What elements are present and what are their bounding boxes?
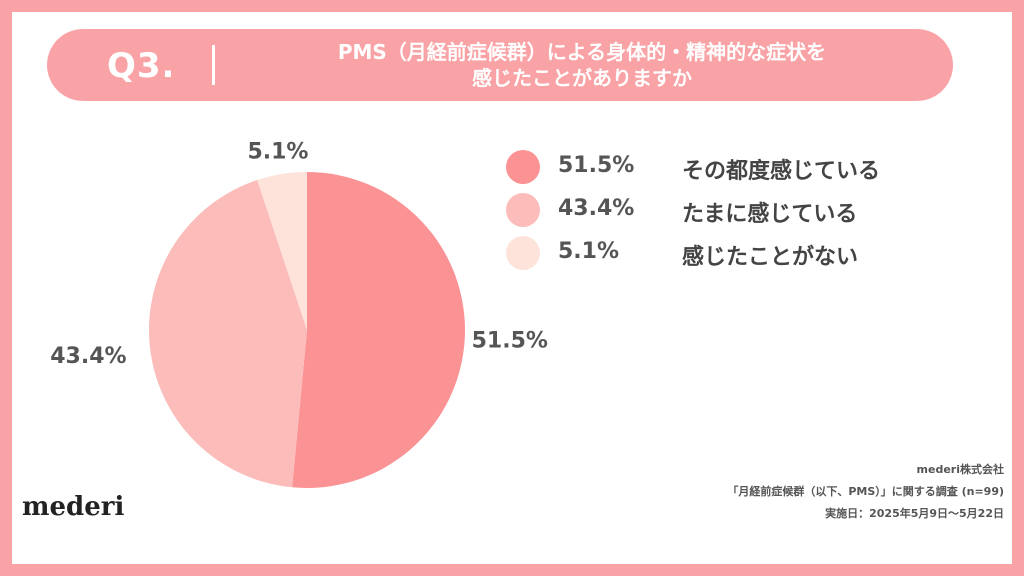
question-number: Q3. [107,46,176,86]
question-text: PMS（月経前症候群）による身体的・精神的な症状を 感じたことがありますか [237,39,927,91]
legend-percent: 5.1% [558,239,620,264]
survey-footer: mederi株式会社 「月経前症候群（以下、PMS）」に関する調査 (n=99)… [727,459,1004,525]
pie-slice-label: 5.1% [247,139,308,164]
legend-item: 43.4% たまに感じている [506,189,926,229]
legend-percent: 43.4% [558,196,635,221]
legend-item: 51.5% その都度感じている [506,146,926,186]
question-divider [212,45,215,85]
legend-swatch [506,193,540,227]
question-banner: Q3. PMS（月経前症候群）による身体的・精神的な症状を 感じたことがあります… [47,29,953,101]
pie-slice [292,172,466,489]
legend-label: 感じたことがない [682,245,859,270]
legend-swatch [506,236,540,270]
legend-swatch [506,150,540,184]
pie-slice [257,172,307,330]
legend-item: 5.1% 感じたことがない [506,232,926,272]
mederi-logo: mederi [22,492,125,522]
pie-slice-label: 51.5% [472,329,548,354]
pie-slice [148,180,307,488]
pie-slice-label: 43.4% [50,344,126,369]
legend-label: たまに感じている [682,202,858,227]
question-line-2: 感じたことがありますか [472,66,692,90]
company-name: mederi株式会社 [916,463,1004,476]
legend-percent: 51.5% [558,153,635,178]
legend-label: その都度感じている [682,159,881,184]
survey-title: 「月経前症候群（以下、PMS）」に関する調査 (n=99) [727,485,1004,498]
question-line-1: PMS（月経前症候群）による身体的・精神的な症状を [337,40,827,64]
survey-period: 実施日：2025年5月9日〜5月22日 [825,507,1004,520]
